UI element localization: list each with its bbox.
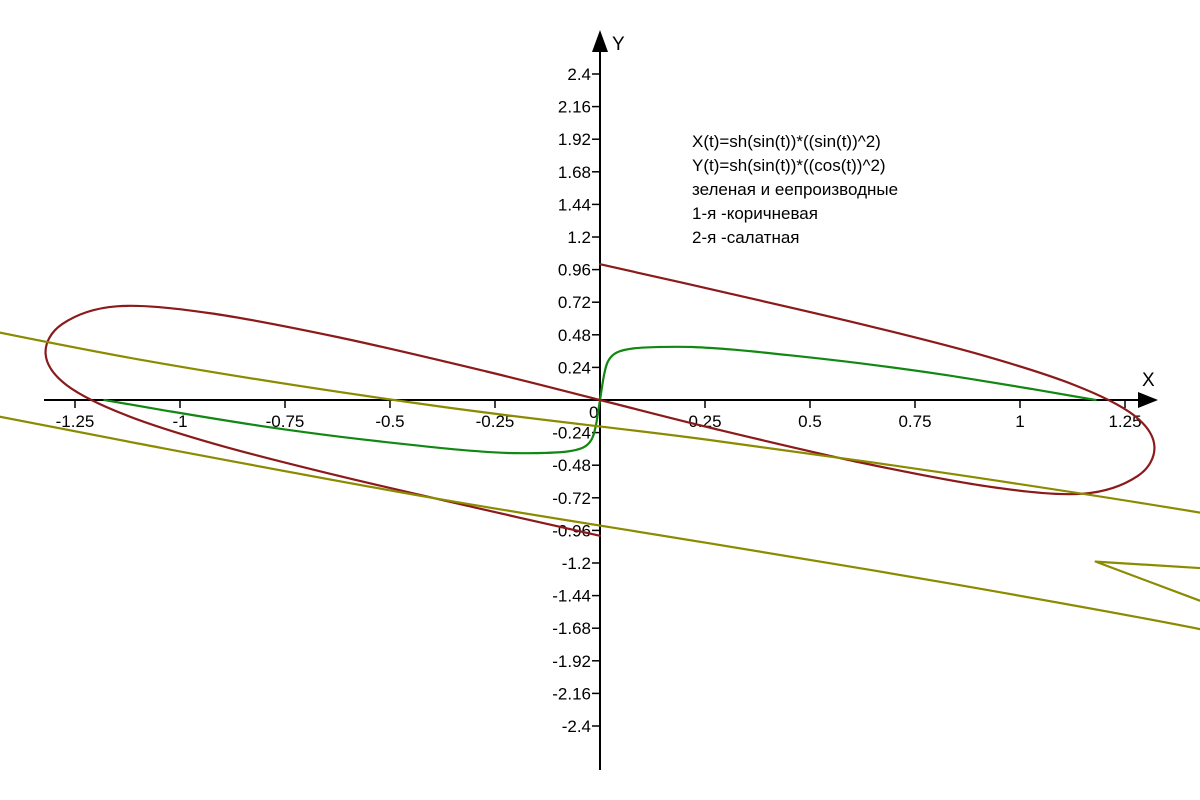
y-tick-label: -1.68 xyxy=(552,619,591,638)
annotation-line: 2-я -салатная xyxy=(692,228,800,247)
x-axis-arrow xyxy=(1138,392,1158,408)
y-tick-label: 2.4 xyxy=(567,65,591,84)
annotation-block: X(t)=sh(sin(t))*((sin(t))^2) Y(t)=sh(sin(… xyxy=(692,132,898,247)
origin-label: 0 xyxy=(589,403,598,422)
y-tick-label: -1.2 xyxy=(562,554,591,573)
annotation-line: зеленая и еепроизводные xyxy=(692,180,898,199)
y-tick-label: 0.24 xyxy=(558,358,591,377)
axes: X Y 0 xyxy=(44,30,1158,770)
curves xyxy=(0,263,1200,631)
annotation-line: X(t)=sh(sin(t))*((sin(t))^2) xyxy=(692,132,881,151)
y-tick-label: -0.24 xyxy=(552,424,591,443)
y-tick-label: -2.16 xyxy=(552,684,591,703)
y-tick-label: 0.96 xyxy=(558,261,591,280)
y-tick-label: 2.16 xyxy=(558,98,591,117)
x-tick-label: -1.25 xyxy=(56,412,95,431)
curve-brown xyxy=(44,263,1156,537)
x-tick-label: 1.25 xyxy=(1108,412,1141,431)
y-tick-label: 1.2 xyxy=(567,228,591,247)
x-tick-label: -0.75 xyxy=(266,412,305,431)
x-axis-label: X xyxy=(1142,370,1155,391)
y-tick-label: -1.44 xyxy=(552,587,591,606)
y-tick-label: 0.72 xyxy=(558,293,591,312)
y-tick-label: 1.92 xyxy=(558,130,591,149)
y-tick-label: 1.68 xyxy=(558,163,591,182)
x-tick-label: -0.5 xyxy=(375,412,404,431)
y-tick-label: 1.44 xyxy=(558,195,591,214)
x-tick-label: 0.75 xyxy=(898,412,931,431)
y-axis-label: Y xyxy=(612,34,625,55)
annotation-line: Y(t)=sh(sin(t))*((cos(t))^2) xyxy=(692,156,886,175)
x-tick-label: -1 xyxy=(172,412,187,431)
y-axis-arrow xyxy=(592,30,608,52)
x-tick-label: 0.5 xyxy=(798,412,822,431)
annotation-line: 1-я -коричневая xyxy=(692,204,818,223)
x-ticks: -2.5-2.25-2-1.75-1.5-1.25-1-0.75-0.5-0.2… xyxy=(56,400,1142,431)
y-tick-label: 0.48 xyxy=(558,326,591,345)
y-tick-label: -0.72 xyxy=(552,489,591,508)
y-tick-label: -1.92 xyxy=(552,652,591,671)
x-tick-label: 1 xyxy=(1015,412,1024,431)
y-tick-label: -2.4 xyxy=(562,717,591,736)
y-ticks: 2.4 2.16 1.92 1.68 1.44 1.2 0.96 0.72 0.48 0.24 -0… xyxy=(552,65,600,736)
x-tick-label: 0.25 xyxy=(688,412,721,431)
x-tick-label: -0.25 xyxy=(476,412,515,431)
y-tick-label: -0.48 xyxy=(552,456,591,475)
